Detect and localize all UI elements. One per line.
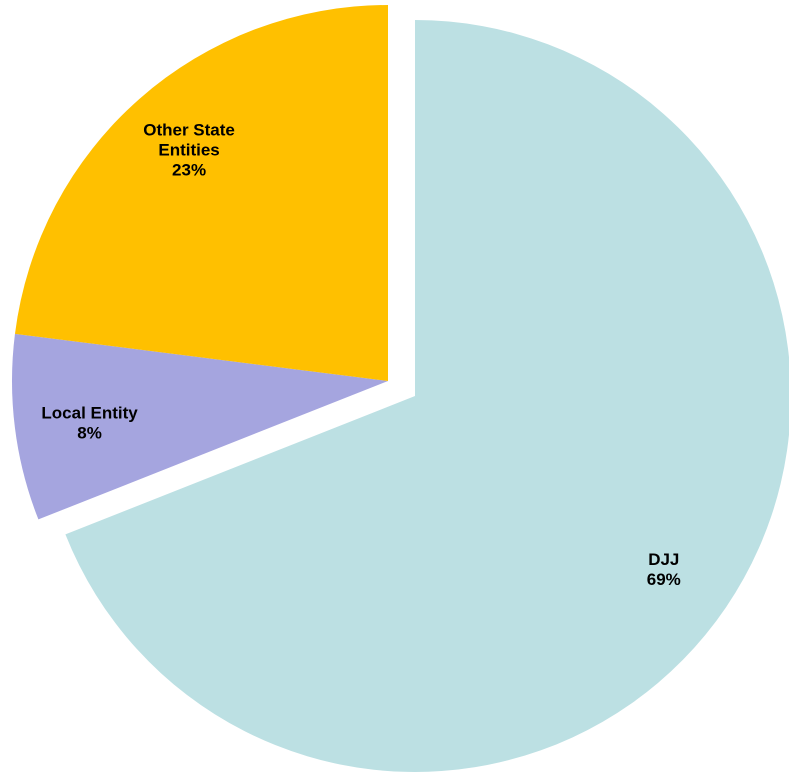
slice-value-label: 8% <box>77 424 102 443</box>
pie-slice <box>12 333 389 520</box>
slice-label: Local Entity <box>41 404 138 423</box>
slice-value-label: 69% <box>647 570 681 589</box>
slice-label: Other State Entities <box>143 120 235 159</box>
slice-label: DJJ <box>648 550 679 569</box>
pie-slice <box>14 5 388 381</box>
pie-slice <box>65 20 789 772</box>
slice-value-label: 23% <box>172 160 206 179</box>
